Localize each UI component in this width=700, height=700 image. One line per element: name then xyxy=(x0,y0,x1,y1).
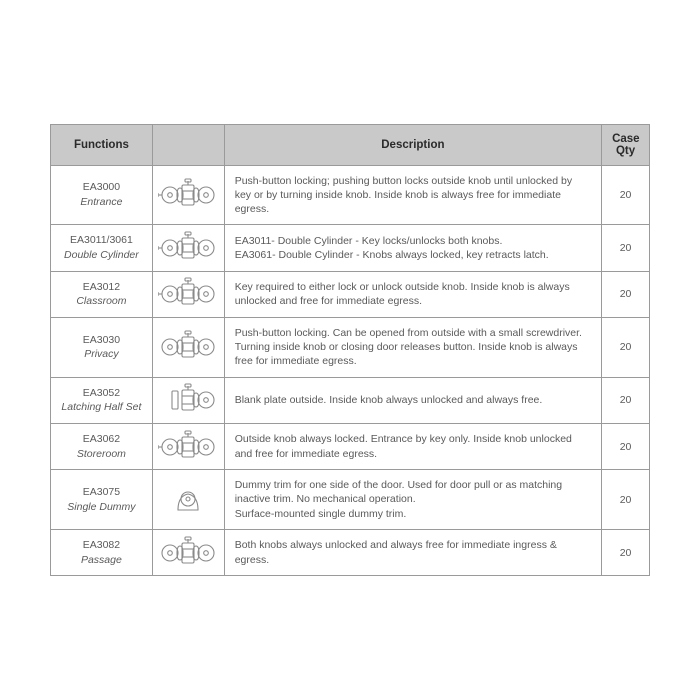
product-function-table-container: Functions Description Case Qty EA3000Ent… xyxy=(50,124,650,576)
case-qty-cell: 20 xyxy=(602,377,650,423)
function-name: Latching Half Set xyxy=(61,400,142,415)
description-cell: Dummy trim for one side of the door. Use… xyxy=(224,470,601,530)
knob-diagram-icon xyxy=(152,423,224,469)
header-functions: Functions xyxy=(51,124,153,165)
function-code: EA3075 xyxy=(61,485,142,500)
description-cell: Push-button locking; pushing button lock… xyxy=(224,165,601,225)
function-code: EA3011/3061 xyxy=(61,233,142,248)
function-name: Single Dummy xyxy=(61,500,142,515)
description-cell: EA3011- Double Cylinder - Key locks/unlo… xyxy=(224,225,601,271)
table-row: EA3052Latching Half Set Blank plate outsi… xyxy=(51,377,650,423)
function-code: EA3082 xyxy=(61,538,142,553)
description-cell: Blank plate outside. Inside knob always … xyxy=(224,377,601,423)
header-description: Description xyxy=(224,124,601,165)
function-cell: EA3030Privacy xyxy=(51,318,153,378)
table-row: EA3030Privacy Push-button locking. Can be… xyxy=(51,318,650,378)
table-row: EA3062Storeroom Outside knob always locke… xyxy=(51,423,650,469)
case-qty-cell: 20 xyxy=(602,225,650,271)
table-row: EA3082Passage Both knobs always unlocked … xyxy=(51,529,650,575)
header-case-qty: Case Qty xyxy=(602,124,650,165)
function-name: Privacy xyxy=(61,347,142,362)
case-qty-cell: 20 xyxy=(602,271,650,317)
function-name: Double Cylinder xyxy=(61,248,142,263)
table-row: EA3011/3061Double Cylinder EA3011- Double… xyxy=(51,225,650,271)
function-cell: EA3011/3061Double Cylinder xyxy=(51,225,153,271)
knob-diagram-icon xyxy=(152,529,224,575)
function-name: Entrance xyxy=(61,195,142,210)
case-qty-cell: 20 xyxy=(602,470,650,530)
case-qty-cell: 20 xyxy=(602,165,650,225)
table-row: EA3000Entrance Push-button locking; pushi… xyxy=(51,165,650,225)
knob-diagram-icon xyxy=(152,318,224,378)
function-cell: EA3075Single Dummy xyxy=(51,470,153,530)
case-qty-cell: 20 xyxy=(602,318,650,378)
knob-diagram-icon xyxy=(152,470,224,530)
function-name: Passage xyxy=(61,553,142,568)
table-header-row: Functions Description Case Qty xyxy=(51,124,650,165)
function-cell: EA3082Passage xyxy=(51,529,153,575)
header-icon xyxy=(152,124,224,165)
knob-diagram-icon xyxy=(152,225,224,271)
knob-diagram-icon xyxy=(152,377,224,423)
function-code: EA3062 xyxy=(61,432,142,447)
function-code: EA3030 xyxy=(61,333,142,348)
function-cell: EA3052Latching Half Set xyxy=(51,377,153,423)
description-cell: Key required to either lock or unlock ou… xyxy=(224,271,601,317)
table-body: EA3000Entrance Push-button locking; pushi… xyxy=(51,165,650,575)
function-cell: EA3012Classroom xyxy=(51,271,153,317)
table-row: EA3012Classroom Key required to either lo… xyxy=(51,271,650,317)
function-name: Storeroom xyxy=(61,447,142,462)
function-code: EA3012 xyxy=(61,280,142,295)
knob-diagram-icon xyxy=(152,165,224,225)
function-cell: EA3062Storeroom xyxy=(51,423,153,469)
table-row: EA3075Single Dummy Dummy trim for one sid… xyxy=(51,470,650,530)
description-cell: Both knobs always unlocked and always fr… xyxy=(224,529,601,575)
case-qty-cell: 20 xyxy=(602,529,650,575)
description-cell: Outside knob always locked. Entrance by … xyxy=(224,423,601,469)
description-cell: Push-button locking. Can be opened from … xyxy=(224,318,601,378)
knob-diagram-icon xyxy=(152,271,224,317)
function-code: EA3052 xyxy=(61,386,142,401)
case-qty-cell: 20 xyxy=(602,423,650,469)
function-code: EA3000 xyxy=(61,180,142,195)
function-name: Classroom xyxy=(61,294,142,309)
function-cell: EA3000Entrance xyxy=(51,165,153,225)
product-function-table: Functions Description Case Qty EA3000Ent… xyxy=(50,124,650,576)
